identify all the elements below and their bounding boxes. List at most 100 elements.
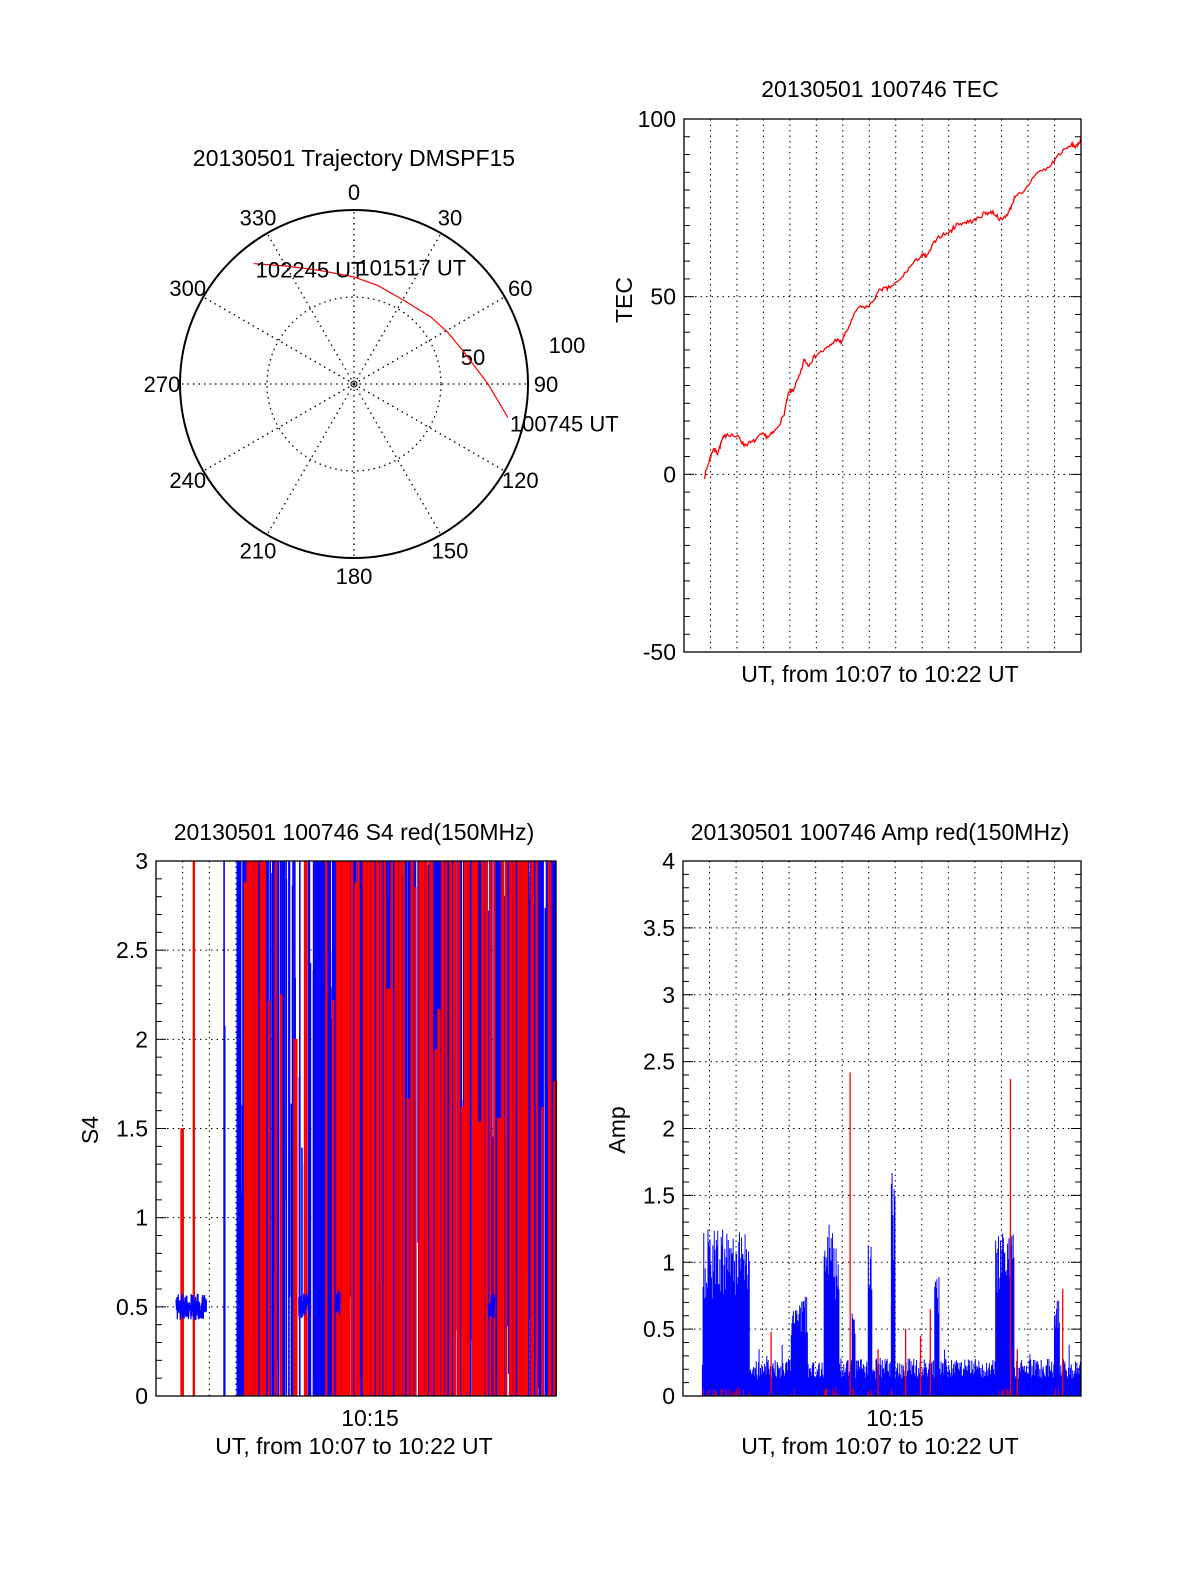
tec-title: 20130501 100746 TEC [761,76,998,102]
s4-red-line [453,861,457,1396]
s4-red-line [541,1106,544,1396]
s4-red-line [255,861,259,1396]
s4-red-line [457,861,461,1396]
annotation-middle: 101517 UT [357,255,466,280]
s4-red-line [481,861,485,1396]
s4-red-line [501,861,505,1396]
polar-spoke [202,296,355,385]
amp-ytick-label: 1 [662,1249,675,1275]
s4-ytick-label: 1 [135,1205,148,1231]
polar-trajectory-chart: 20130501 Trajectory DMSPF15 50 100 0 30 60… [144,145,619,589]
s4-red-line [383,861,387,1396]
azimuth-label: 30 [438,206,462,231]
radial-label-50: 50 [461,345,485,370]
azimuth-label: 180 [336,564,373,589]
tec-frame [683,118,1082,653]
s4-red-line [505,861,508,1396]
amp-ytick-label: 2 [662,1116,675,1142]
s4-red-line [341,861,346,1396]
s4-blue-trace [175,1293,208,1321]
amp-ytick-label: 3 [662,982,675,1008]
s4-red-line [259,861,265,1396]
polar-spoke [266,232,355,385]
s4-red-line [467,861,470,1396]
s4-red-line [243,882,248,1396]
s4-red-line [406,1098,410,1396]
azimuth-label: 150 [432,538,469,563]
trajectory-line [253,262,509,418]
s4-red-line [509,861,513,1396]
s4-red-line [246,861,250,1396]
s4-red-line [370,861,375,1396]
s4-red-line [553,1080,558,1396]
polar-spoke [266,383,355,536]
s4-red-line [267,1001,271,1396]
s4-frame [155,860,557,1397]
polar-spoke [353,383,442,536]
s4-red-line [192,861,196,1396]
amp-title: 20130501 100746 Amp red(150MHz) [691,819,1069,845]
s4-red-line [421,861,425,1396]
s4-ytick-label: 1.5 [116,1116,148,1142]
s4-ylabel: S4 [77,1116,103,1144]
amp-ytick-label: 3.5 [643,915,675,941]
s4-red-line [437,1009,441,1396]
s4-red-line [394,861,399,1396]
s4-red-line [449,861,453,1396]
annotation-start: 100745 UT [510,412,619,437]
s4-red-line [402,861,405,1396]
amp-ytick-label: 4 [662,848,675,874]
s4-red-line [375,861,380,1396]
azimuth-label: 120 [502,468,539,493]
s4-red-line [414,886,417,1396]
tec-chart: 20130501 100746 TEC UT, from 10:07 to 10… [611,76,1082,687]
s4-chart: 20130501 100746 S4 red(150MHz) UT, from … [77,819,597,1459]
s4-red-line [434,1049,438,1396]
s4-red-line [343,861,347,1396]
s4-red-line [249,861,254,1396]
amp-ytick-label: 1.5 [643,1182,675,1208]
amp-xtick-label: 10:15 [866,1405,924,1431]
s4-red-line [513,861,516,1396]
s4-red-line [441,861,445,1396]
s4-ytick-label: 0 [135,1383,148,1409]
s4-red-line [485,861,488,1396]
s4-red-line [530,861,535,1396]
s4-ytick-label: 2 [135,1026,148,1052]
tec-ytick-label: 0 [663,461,676,487]
amp-xlabel: UT, from 10:07 to 10:22 UT [741,1433,1018,1459]
s4-red-line [463,861,468,1396]
s4-blue-trace [335,1290,341,1316]
s4-title: 20130501 100746 S4 red(150MHz) [174,819,535,845]
polar-spoke [202,383,355,472]
polar-outer-ring [179,209,529,559]
s4-red-line [180,1128,184,1396]
s4-xtick-label: 10:15 [341,1405,399,1431]
amp-ylabel: Amp [604,1106,630,1153]
polar-spoke [353,232,442,385]
s4-red-line [350,861,354,1396]
s4-red-line [525,861,529,1396]
s4-red-line [325,861,328,1396]
s4-red-line [398,861,402,1396]
s4-red-line [331,1000,335,1396]
s4-red-line [293,1038,298,1396]
s4-red-line [335,861,340,1396]
s4-red-line [461,1106,465,1396]
s4-red-line [410,861,414,1396]
s4-red-line [379,861,383,1396]
s4-red-line [535,861,539,1396]
azimuth-label: 240 [169,468,206,493]
azimuth-label: 300 [169,276,206,301]
s4-xlabel: UT, from 10:07 to 10:22 UT [215,1433,492,1459]
polar-spoke [353,296,506,385]
s4-red-line [429,861,434,1396]
s4-clip-mask [557,859,597,1398]
polar-title: 20130501 Trajectory DMSPF15 [193,145,515,171]
s4-red-line [477,1121,481,1396]
s4-blue-trace [487,1293,496,1320]
s4-red-line [253,861,256,1396]
s4-red-line [474,861,479,1396]
s4-blue-trace [298,1293,310,1320]
